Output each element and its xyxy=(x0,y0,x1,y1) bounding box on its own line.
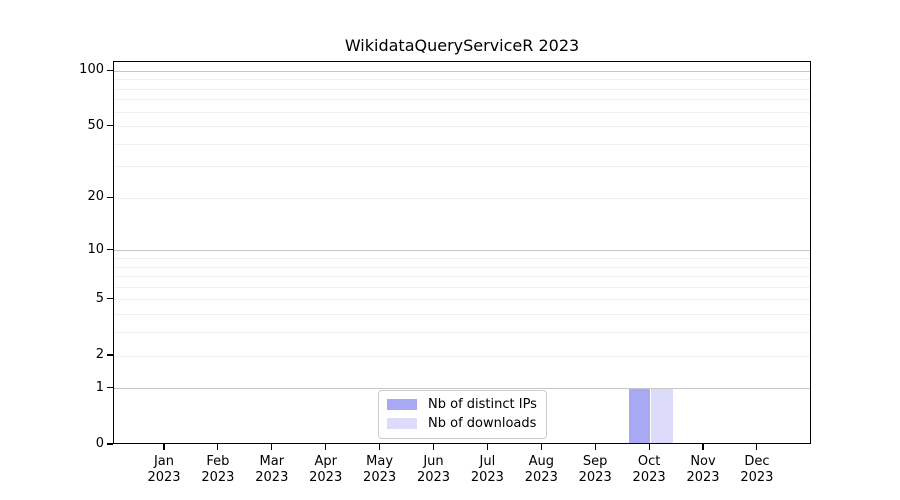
minor-gridline xyxy=(114,197,810,199)
major-gridline xyxy=(114,70,810,72)
x-tick-label: Sep 2023 xyxy=(578,454,612,485)
y-tick-label: 2 xyxy=(95,347,104,363)
minor-gridline xyxy=(114,314,810,316)
minor-gridline xyxy=(114,79,810,81)
x-tick-label: Jan 2023 xyxy=(147,454,181,485)
x-tick-mark xyxy=(486,443,488,450)
minor-gridline xyxy=(114,166,810,168)
y-tick-label: 1 xyxy=(95,379,104,395)
legend-label-downloads: Nb of downloads xyxy=(428,416,537,431)
y-tick-label: 10 xyxy=(87,241,104,257)
minor-gridline xyxy=(114,126,810,128)
x-tick-label: Nov 2023 xyxy=(686,454,720,485)
bar-downloads xyxy=(651,388,673,443)
minor-gridline xyxy=(114,143,810,145)
minor-gridline xyxy=(114,111,810,113)
x-tick-label: May 2023 xyxy=(363,454,397,485)
x-tick-label: Aug 2023 xyxy=(524,454,558,485)
y-tick-mark xyxy=(107,124,113,127)
x-tick-mark xyxy=(756,443,758,450)
x-tick-label: Oct 2023 xyxy=(632,454,666,485)
x-tick-mark xyxy=(540,443,542,450)
minor-gridline xyxy=(114,299,810,301)
y-tick-label: 100 xyxy=(79,62,104,78)
y-tick-label: 0 xyxy=(95,436,104,451)
x-tick-label: Jun 2023 xyxy=(416,454,451,485)
x-tick-label: Dec 2023 xyxy=(740,454,774,485)
minor-gridline xyxy=(114,99,810,101)
y-tick-mark xyxy=(107,69,113,71)
y-tick-label: 20 xyxy=(87,189,104,205)
x-tick-mark xyxy=(432,443,435,450)
legend-label-distinct-ips: Nb of distinct IPs xyxy=(428,397,537,412)
bar-distinct-ips xyxy=(628,388,651,443)
chart-title: WikidataQueryServiceR 2023 xyxy=(344,36,580,55)
x-tick-label: Apr 2023 xyxy=(309,454,343,485)
y-tick-mark xyxy=(107,298,113,300)
minor-gridline xyxy=(114,286,810,288)
legend: Nb of distinct IPs Nb of downloads xyxy=(378,390,547,439)
minor-gridline xyxy=(114,276,810,278)
y-tick-mark xyxy=(107,354,113,356)
x-tick-mark xyxy=(217,443,219,450)
x-tick-mark xyxy=(271,443,273,450)
legend-swatch-distinct-ips-icon xyxy=(387,399,417,410)
y-tick-mark xyxy=(107,249,113,251)
y-tick-mark xyxy=(107,443,113,445)
x-tick-mark xyxy=(163,443,165,450)
legend-row-downloads: Nb of downloads xyxy=(387,416,537,431)
x-tick-mark xyxy=(379,443,381,450)
y-tick-mark xyxy=(107,196,113,198)
y-tick-label: 50 xyxy=(87,117,104,133)
minor-gridline xyxy=(114,88,810,90)
x-tick-mark xyxy=(648,443,650,450)
x-tick-mark xyxy=(325,443,327,450)
minor-gridline xyxy=(114,266,810,268)
plot-area: Nb of distinct IPs Nb of downloads xyxy=(113,61,811,444)
x-tick-label: Jul 2023 xyxy=(470,454,504,485)
minor-gridline xyxy=(114,258,810,259)
x-tick-mark xyxy=(594,443,596,450)
y-tick-mark xyxy=(107,387,113,389)
minor-gridline xyxy=(114,355,810,357)
legend-swatch-downloads-icon xyxy=(387,418,417,429)
major-gridline xyxy=(114,250,810,252)
minor-gridline xyxy=(114,332,810,334)
legend-row-distinct-ips: Nb of distinct IPs xyxy=(387,397,537,412)
x-tick-label: Mar 2023 xyxy=(255,454,289,485)
x-tick-mark xyxy=(702,443,704,450)
major-gridline xyxy=(114,388,810,390)
y-tick-label: 5 xyxy=(95,290,104,306)
x-tick-label: Feb 2023 xyxy=(201,454,235,485)
